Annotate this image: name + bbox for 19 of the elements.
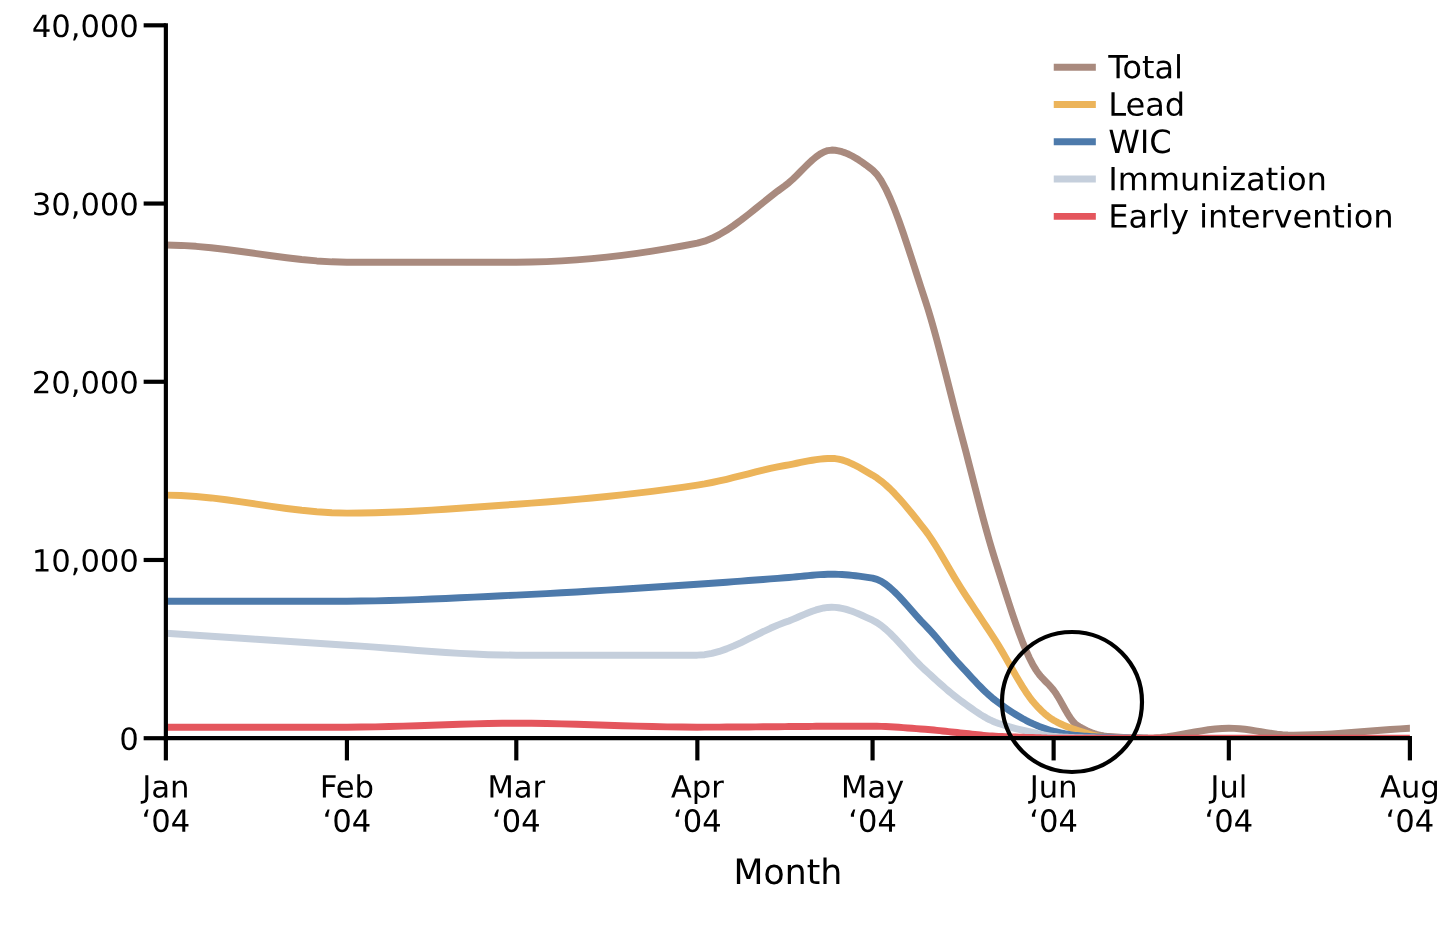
x-tick-label: Mar ‘04: [490, 775, 546, 833]
x-axis-title: Month: [736, 857, 840, 885]
x-tick-label: Jun ‘04: [1028, 775, 1077, 833]
legend-label: Total: [1108, 54, 1180, 79]
x-tick-label: Jan ‘04: [140, 775, 189, 833]
x-tick-label: Jul ‘04: [1207, 774, 1252, 833]
legend-label: Lead: [1111, 91, 1183, 117]
y-tick-label: 0: [121, 727, 137, 751]
legend-label: Immunization: [1111, 165, 1325, 191]
y-tick-label: 10,000: [35, 548, 137, 576]
y-tick-label: 30,000: [34, 192, 137, 219]
x-tick-label: Apr ‘04: [671, 775, 724, 833]
legend-label: Early intervention: [1111, 203, 1391, 235]
x-tick-label: Feb ‘04: [322, 774, 373, 833]
x-tick-label: May ‘04: [843, 775, 904, 833]
legend-label: WIC: [1109, 129, 1170, 154]
x-tick-label: Aug ‘04: [1380, 775, 1437, 833]
y-tick-label: 20,000: [34, 370, 137, 397]
y-tick-label: 40,000: [33, 14, 137, 41]
